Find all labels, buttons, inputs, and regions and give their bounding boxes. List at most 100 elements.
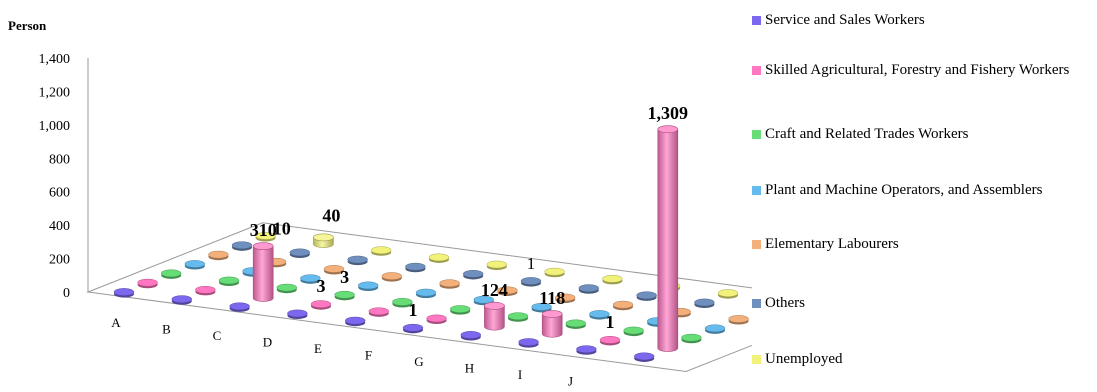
legend-swatch <box>752 16 761 25</box>
chart-bar <box>300 274 321 284</box>
bar-top <box>310 300 332 308</box>
legend-label: Craft and Related Trades Workers <box>765 126 969 142</box>
bar-top <box>576 345 597 354</box>
legend-swatch <box>752 240 761 249</box>
chart-bar <box>544 267 565 278</box>
data-label: 10 <box>273 218 291 238</box>
chart-bar <box>623 326 644 337</box>
chart-bar <box>276 283 298 294</box>
chart-bar <box>347 255 368 266</box>
chart-bar <box>415 288 437 299</box>
data-label: 124 <box>481 280 508 300</box>
legend-item: Craft and Related Trades Workers <box>752 126 1097 143</box>
chart-bar <box>565 319 587 329</box>
chart-bar <box>405 262 426 273</box>
y-tick-label: 400 <box>49 219 70 234</box>
bar-top <box>449 305 471 313</box>
bar-top <box>520 277 542 285</box>
legend-swatch <box>752 130 761 139</box>
bar-top <box>531 303 552 311</box>
legend-item: Skilled Agricultural, Forestry and Fishe… <box>752 62 1097 79</box>
bar-top <box>554 293 576 302</box>
data-label: 1,309 <box>648 103 689 123</box>
chart-bar <box>323 265 345 275</box>
chart-bar <box>231 241 253 251</box>
chart-bar <box>636 291 657 301</box>
chart-bar <box>255 232 276 242</box>
chart-bar <box>602 274 623 285</box>
x-tick-label: G <box>414 354 423 369</box>
chart-bar <box>462 270 484 280</box>
chart-bar <box>208 250 229 261</box>
chart-bar <box>704 324 726 334</box>
chart-bar <box>392 298 413 308</box>
chart-bar <box>218 276 240 287</box>
chart-bar <box>599 336 621 346</box>
chart-bar <box>184 260 206 270</box>
chart-bar <box>368 307 390 317</box>
chart-bar <box>576 345 597 355</box>
chart-bar <box>402 323 424 334</box>
chart-bar <box>313 233 334 248</box>
data-label: 310 <box>250 220 277 240</box>
x-tick-label: B <box>162 322 171 337</box>
chart-bar <box>334 290 355 301</box>
bar-top <box>728 315 749 323</box>
bar-top <box>426 314 447 323</box>
chart-bar <box>460 331 482 341</box>
bar-top <box>486 260 508 269</box>
bar-top <box>623 326 644 335</box>
chart-bar <box>507 312 529 322</box>
chart-bar <box>137 278 158 289</box>
bar-top <box>171 295 193 303</box>
bar-top <box>507 312 529 321</box>
chart-bar <box>486 260 508 271</box>
chart-bar <box>449 305 471 315</box>
bar-top <box>497 286 518 295</box>
x-tick-label: A <box>111 315 121 330</box>
bar-body <box>657 128 679 352</box>
chart-bar <box>113 288 135 298</box>
bar-top <box>415 288 437 297</box>
data-label: 3 <box>340 267 349 287</box>
bar-top <box>252 242 274 251</box>
bar-top <box>113 288 135 296</box>
bar-top <box>289 248 311 257</box>
y-tick-label: 200 <box>49 253 70 268</box>
data-label: 40 <box>322 205 340 225</box>
chart-bar <box>554 293 576 304</box>
legend-swatch <box>752 186 761 195</box>
legend-swatch <box>752 66 761 75</box>
bar-top <box>599 336 621 344</box>
bar-top <box>578 284 600 292</box>
chart-bar <box>541 310 563 338</box>
legend-item: Unemployed <box>752 351 1097 368</box>
bar-top <box>636 291 657 300</box>
chart-bar <box>287 309 308 320</box>
bar-top <box>439 279 460 288</box>
y-tick-label: 0 <box>63 286 70 301</box>
bar-top <box>460 331 482 339</box>
chart-bar <box>428 253 450 263</box>
chart-bar <box>310 300 332 310</box>
bar-body <box>484 305 505 331</box>
chart-bar <box>252 242 274 302</box>
bar-top <box>208 250 229 259</box>
bar-top <box>160 269 182 278</box>
chart-bar <box>657 125 679 352</box>
bar-top <box>229 302 250 311</box>
y-tick-label: 800 <box>49 152 70 167</box>
chart-bar <box>344 316 366 327</box>
bar-top <box>612 300 634 309</box>
legend-label: Service and Sales Workers <box>765 12 925 28</box>
bar-top <box>313 233 334 242</box>
y-axis-title: Person <box>8 18 47 33</box>
bar-top <box>347 255 368 264</box>
bar-top <box>300 274 321 283</box>
bar-top <box>357 281 379 290</box>
chart-bar <box>484 301 505 331</box>
bar-top <box>565 319 587 328</box>
chart-bar <box>171 295 193 305</box>
x-tick-label: J <box>568 374 573 389</box>
bar-top <box>368 307 390 316</box>
